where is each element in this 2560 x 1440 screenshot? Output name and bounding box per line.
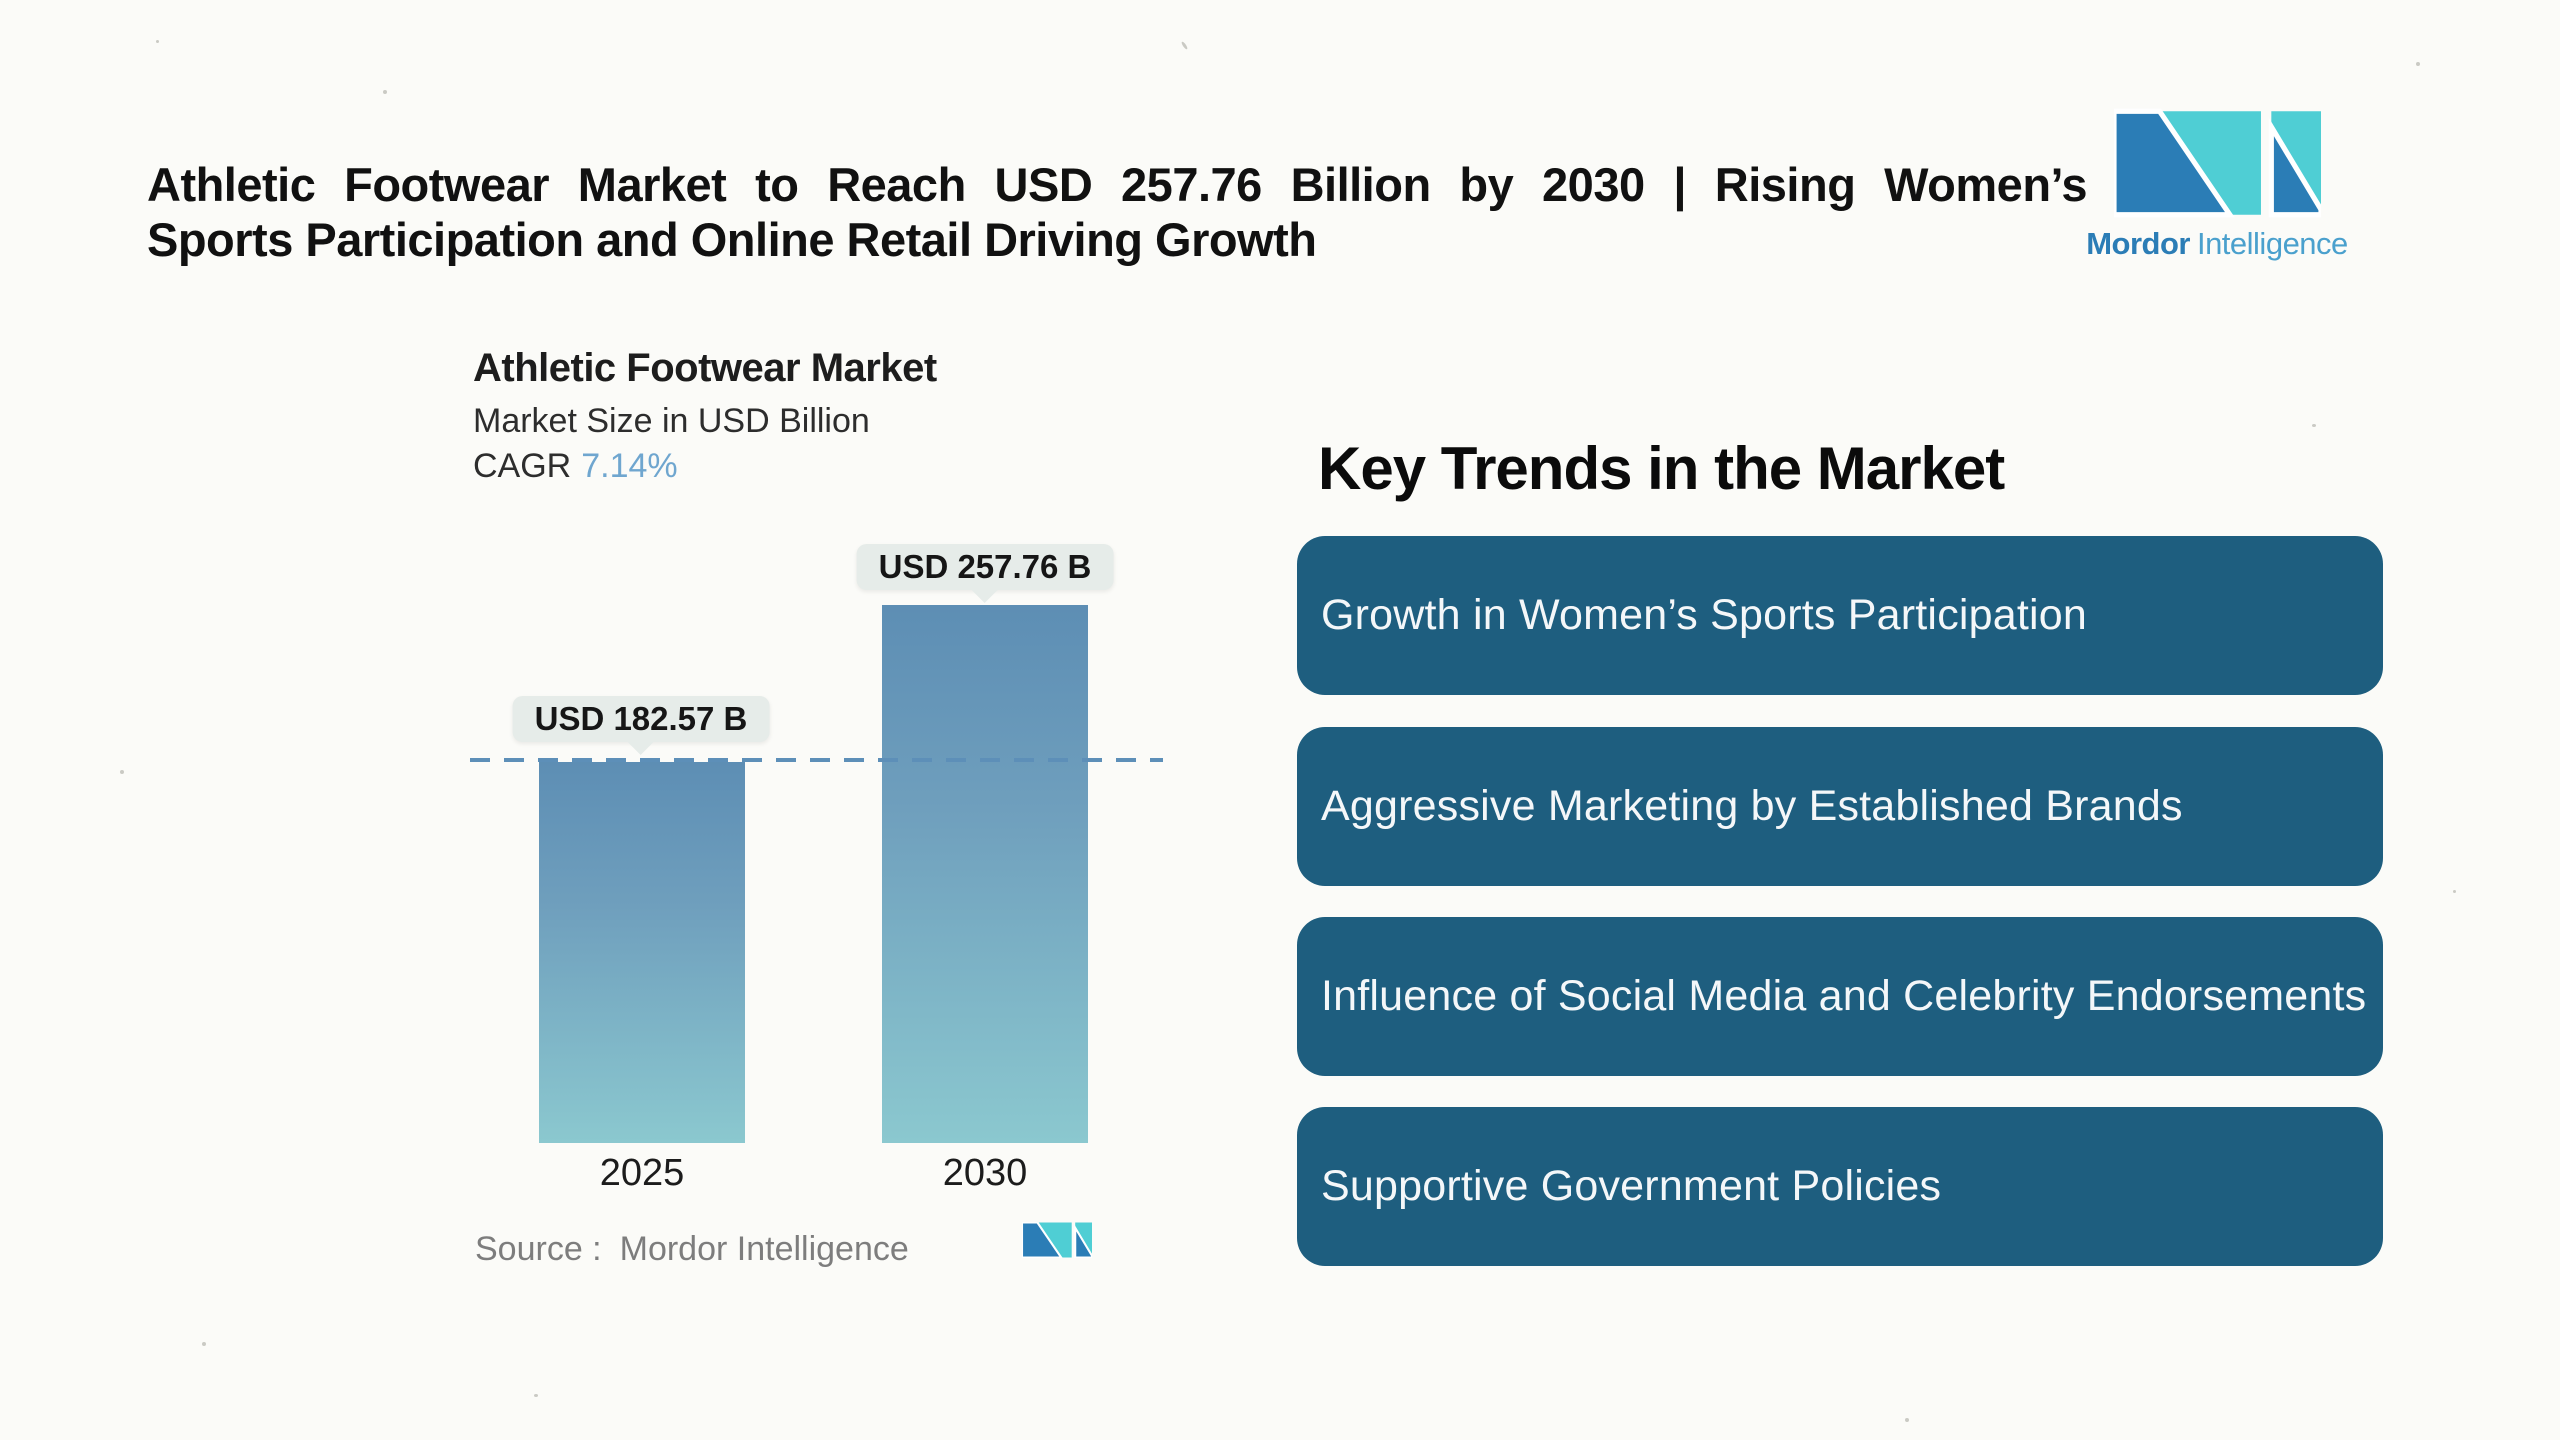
page-title: Athletic Footwear Market to Reach USD 25… xyxy=(147,157,2088,267)
speckle-dot xyxy=(2453,890,2456,893)
speckle-dot xyxy=(2312,424,2316,427)
trend-box-women-sports: Growth in Women’s Sports Participation xyxy=(1297,536,2383,695)
cagr-label: CAGR xyxy=(473,447,572,485)
trend-label: Aggressive Marketing by Established Bran… xyxy=(1321,782,2183,830)
page-title-line2: Sports Participation and Online Retail D… xyxy=(147,213,1317,267)
page-title-line1: Athletic Footwear Market to Reach USD 25… xyxy=(147,158,2088,212)
chart-title: Athletic Footwear Market xyxy=(473,346,937,390)
cagr-value: 7.14% xyxy=(581,447,678,485)
speckle-dot xyxy=(202,1342,206,1346)
trend-box-government-policies: Supportive Government Policies xyxy=(1297,1107,2383,1266)
mordor-intelligence-logo-icon xyxy=(2113,108,2321,218)
speckle-dot xyxy=(2416,62,2420,66)
speckle-dot xyxy=(383,90,387,94)
bar-2025 xyxy=(539,762,745,1143)
x-axis-label-2025: 2025 xyxy=(599,1152,685,1194)
brand-logo: Mordor Intelligence xyxy=(2086,108,2348,262)
speckle-dot xyxy=(156,40,159,43)
chart-subtitle: Market Size in USD Billion xyxy=(473,402,870,440)
reference-dashed-line xyxy=(470,758,1163,762)
trend-label: Growth in Women’s Sports Participation xyxy=(1321,591,2087,639)
brand-word-intelligence: Intelligence xyxy=(2196,226,2348,261)
value-label-2030: USD 257.76 B xyxy=(856,544,1114,590)
bar-2030 xyxy=(882,605,1088,1143)
mini-brand-mark xyxy=(1020,1221,1094,1263)
mordor-mini-logo-icon xyxy=(1020,1221,1094,1259)
source-value: Mordor Intelligence xyxy=(619,1230,909,1268)
value-label-2025: USD 182.57 B xyxy=(512,696,770,742)
trend-label: Supportive Government Policies xyxy=(1321,1162,1942,1210)
brand-word-mordor: Mordor xyxy=(2086,226,2190,261)
chart-cagr: CAGR 7.14% xyxy=(473,447,678,486)
speckle-dot xyxy=(120,770,124,774)
speckle-dot xyxy=(1905,1418,1909,1422)
trend-label: Influence of Social Media and Celebrity … xyxy=(1321,972,2367,1020)
x-axis-label-2030: 2030 xyxy=(942,1152,1028,1194)
speckle-dot xyxy=(534,1394,538,1397)
trend-box-social-media: Influence of Social Media and Celebrity … xyxy=(1297,917,2383,1076)
trend-box-aggressive-marketing: Aggressive Marketing by Established Bran… xyxy=(1297,727,2383,886)
source-label: Source : xyxy=(475,1230,602,1268)
brand-logo-text: Mordor Intelligence xyxy=(2086,226,2348,262)
key-trends-title: Key Trends in the Market xyxy=(1318,434,2005,502)
source-line: Source : Mordor Intelligence xyxy=(475,1230,909,1269)
speckle-dot xyxy=(930,252,933,255)
speckle-tick xyxy=(1180,40,1189,51)
